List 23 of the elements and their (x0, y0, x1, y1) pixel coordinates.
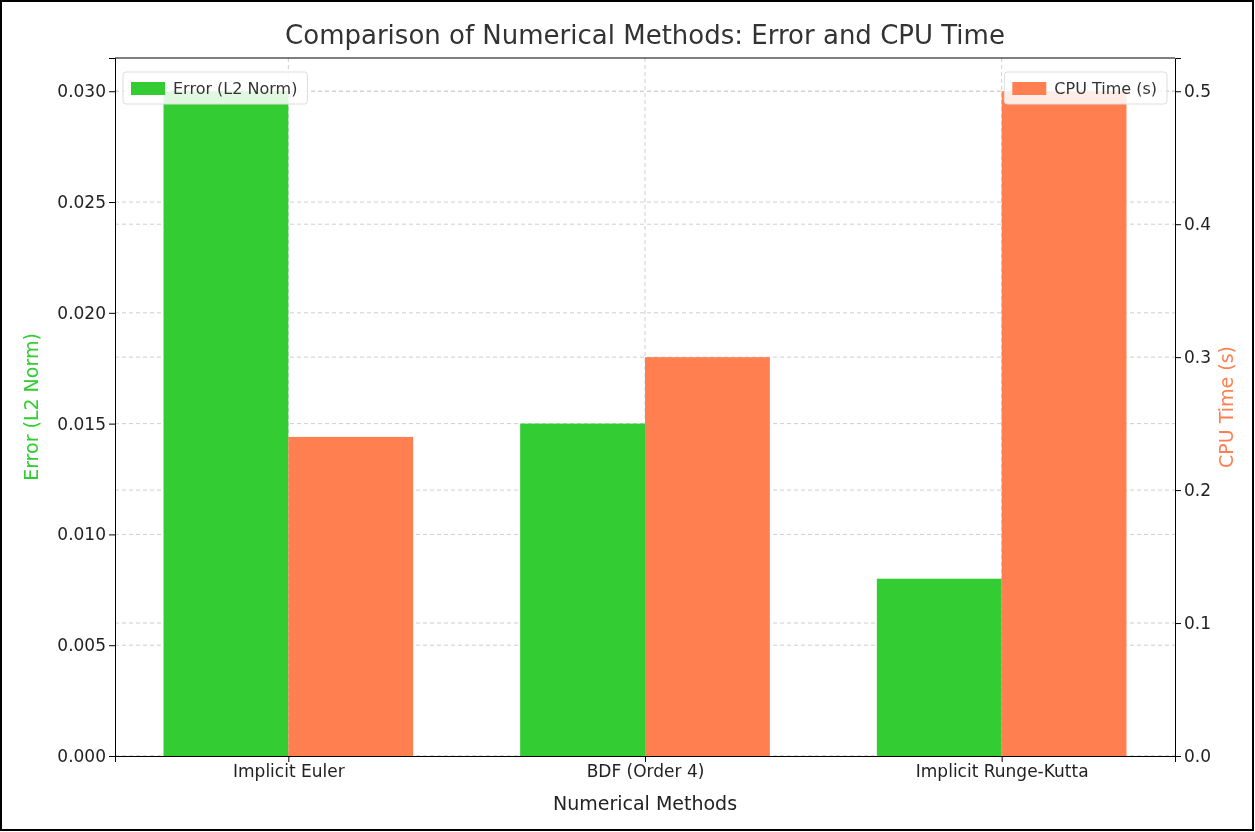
y-tick-label: 0.010 (57, 524, 106, 545)
chart-title: Comparison of Numerical Methods: Error and CPU Time (285, 20, 1005, 50)
y2-tick-label: 0.5 (1184, 81, 1212, 102)
y-tick-label: 0.015 (57, 413, 106, 434)
legend-label: CPU Time (s) (1054, 79, 1157, 98)
y-axis-title: Error (L2 Norm) (20, 333, 42, 481)
y-tick-label: 0.005 (57, 635, 106, 656)
x-axis-title: Numerical Methods (552, 792, 738, 814)
y2-tick-label: 0.4 (1184, 214, 1212, 235)
y-tick-label: 0.020 (57, 302, 106, 323)
y2-tick-label: 0.1 (1184, 612, 1212, 633)
y-tick-label: 0.030 (57, 81, 106, 102)
y-tick-label: 0.025 (57, 191, 106, 212)
bar (876, 578, 1002, 756)
y2-tick-label: 0.3 (1184, 347, 1212, 368)
y2-tick-label: 0.0 (1184, 745, 1212, 766)
x-tick-label: BDF (Order 4) (586, 761, 705, 782)
x-tick-label: Implicit Runge-Kutta (915, 761, 1089, 782)
y2-axis-title: CPU Time (s) (1215, 346, 1237, 468)
legend-label: Error (L2 Norm) (173, 79, 298, 98)
y-tick-label: 0.000 (57, 745, 106, 766)
y2-tick-label: 0.2 (1184, 480, 1212, 501)
x-tick-label: Implicit Euler (233, 761, 345, 782)
